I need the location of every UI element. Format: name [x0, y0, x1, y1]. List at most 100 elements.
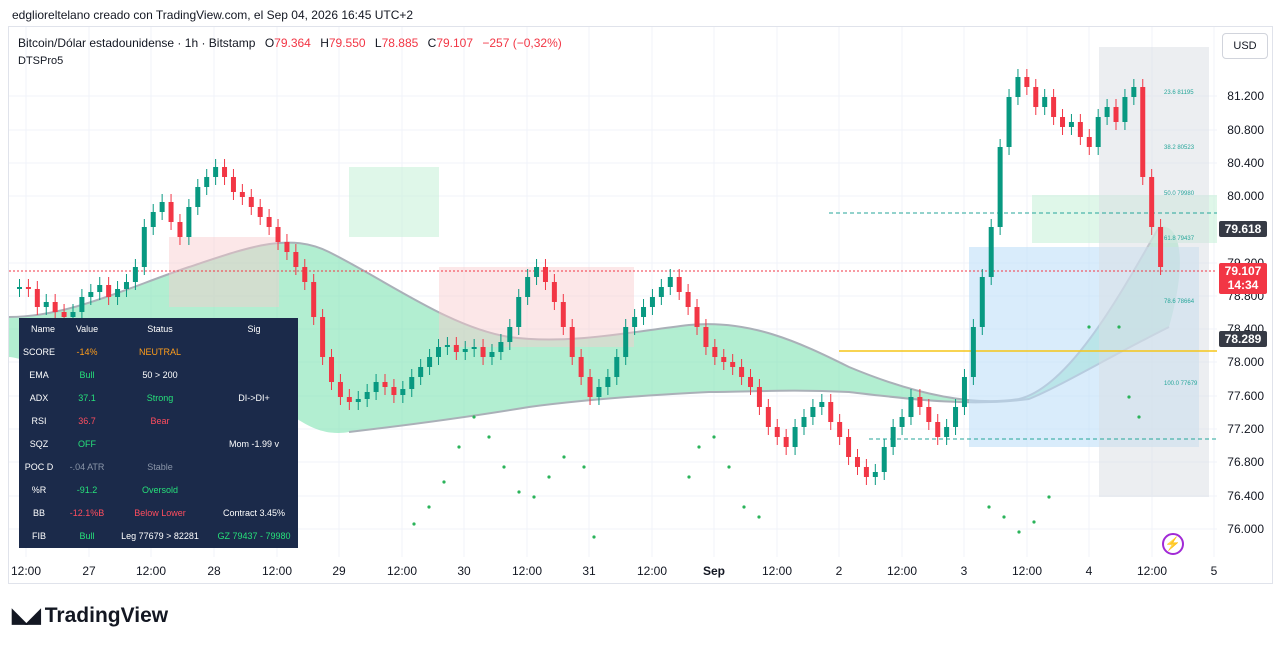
candle-body	[1068, 122, 1074, 127]
candle-body	[88, 292, 94, 297]
candle-body	[489, 352, 495, 357]
candle-body	[106, 285, 112, 297]
candle-body	[917, 397, 923, 407]
candle-body	[195, 187, 201, 207]
table-row: %R -91.2 Oversold	[19, 479, 298, 502]
candle-body	[462, 349, 468, 352]
table-row: BB -12.1%B Below Lower Contract 3.45%	[19, 502, 298, 525]
time-tick: 12:00	[1011, 564, 1043, 578]
time-tick: 12:00	[1136, 564, 1168, 578]
table-row: POC D -.04 ATR Stable	[19, 456, 298, 479]
fib-label: 100.0 77679	[1164, 381, 1198, 387]
candle-body	[400, 389, 406, 395]
psar-dot	[592, 535, 596, 539]
time-tick: Sep	[702, 564, 726, 578]
row-value: -.04 ATR	[69, 462, 105, 472]
symbol-name[interactable]: Bitcoin/Dólar estadounidense · 1h · Bits…	[18, 36, 256, 50]
time-tick: 12:00	[261, 564, 293, 578]
candle-body	[498, 342, 504, 352]
table-row: FIB Bull Leg 77679 > 82281 GZ 79437 - 79…	[19, 525, 298, 548]
candle-body	[1140, 87, 1146, 177]
candle-body	[311, 282, 317, 317]
candle-body	[783, 437, 789, 447]
candle-body	[534, 267, 540, 277]
candle-body	[480, 347, 486, 357]
row-sig: Contract 3.45%	[222, 508, 286, 518]
candle-body	[970, 327, 976, 377]
row-value: 36.7	[78, 416, 96, 426]
alert-bolt-icon[interactable]: ⚡	[1162, 533, 1184, 555]
row-name: %R	[31, 485, 47, 495]
time-tick: 5	[1210, 564, 1218, 578]
candle-body	[355, 399, 361, 402]
row-name: EMA	[29, 370, 49, 380]
candle-body	[52, 302, 58, 312]
candle-body	[774, 427, 780, 437]
row-sig: Mom -1.99 v	[228, 439, 280, 449]
candle-body	[605, 377, 611, 387]
candle-body	[1095, 117, 1101, 147]
price-tick: 77.200	[1227, 422, 1264, 436]
candle-body	[25, 287, 31, 289]
candle-body	[694, 307, 700, 327]
candle-body	[409, 377, 415, 389]
psar-dot	[1127, 395, 1131, 399]
tv-logo-icon: ◣◢	[12, 605, 41, 627]
candle-body	[1086, 137, 1092, 147]
indicator-name[interactable]: DTSPro5	[18, 55, 64, 67]
psar-dot	[442, 480, 446, 484]
row-value: -14%	[76, 347, 98, 357]
bar-countdown: 14:34	[1227, 278, 1259, 292]
psar-dot	[742, 505, 746, 509]
candle-body	[1104, 107, 1110, 117]
candle-body	[614, 357, 620, 377]
time-tick: 30	[457, 564, 471, 578]
candle-body	[730, 362, 736, 367]
candle-body	[899, 417, 905, 427]
candle-body	[213, 167, 219, 177]
candle-body	[293, 252, 299, 267]
price-tick: 76.800	[1227, 455, 1264, 469]
psar-dot	[412, 522, 416, 526]
candle-body	[1060, 117, 1066, 127]
candle-body	[703, 327, 709, 347]
row-name: SQZ	[29, 439, 49, 449]
candle-body	[721, 357, 727, 362]
candle-body	[471, 347, 477, 349]
row-status: Oversold	[141, 485, 179, 495]
row-status: Strong	[146, 393, 174, 403]
candle-body	[141, 227, 147, 267]
candle-body	[988, 227, 994, 277]
fib-label: 38.2 80523	[1164, 145, 1195, 151]
table-row: RSI 36.7 Bear	[19, 410, 298, 433]
candle-body	[222, 167, 228, 177]
candle-body	[1006, 97, 1012, 147]
candle-body	[507, 327, 513, 342]
tradingview-logo: ◣◢ TradingView	[12, 603, 168, 628]
time-tick: 31	[582, 564, 596, 578]
candle-body	[587, 377, 593, 397]
psar-dot	[487, 435, 491, 439]
row-sig: GZ 79437 - 79980	[217, 531, 291, 541]
table-row: SQZ OFF Mom -1.99 v	[19, 433, 298, 456]
row-status: Below Lower	[134, 508, 186, 518]
row-status: 50 > 200	[142, 370, 178, 380]
currency-button[interactable]: USD	[1222, 33, 1268, 59]
time-axis[interactable]: 12:00 27 12:00 28 12:00 29 12:00 30 12:00 31 12:00…	[9, 557, 1217, 583]
table-row: EMA Bull 50 > 200	[19, 364, 298, 387]
row-value: 37.1	[78, 393, 96, 403]
candle-body	[756, 387, 762, 407]
candle-body	[854, 457, 860, 467]
open-value: 79.364	[274, 36, 311, 50]
candle-body	[908, 397, 914, 417]
table-header-sig: Sig	[247, 324, 261, 334]
fib-labels: 23.6 81195 38.2 80523 50.0 79980 61.8 79437…	[1164, 90, 1198, 387]
psar-dot	[532, 495, 536, 499]
candle-body	[819, 402, 825, 407]
candle-body	[248, 197, 254, 207]
psar-dot	[687, 475, 691, 479]
candle-body	[132, 267, 138, 282]
row-value: Bull	[79, 370, 95, 380]
candle-body	[239, 192, 245, 197]
row-name: RSI	[31, 416, 47, 426]
